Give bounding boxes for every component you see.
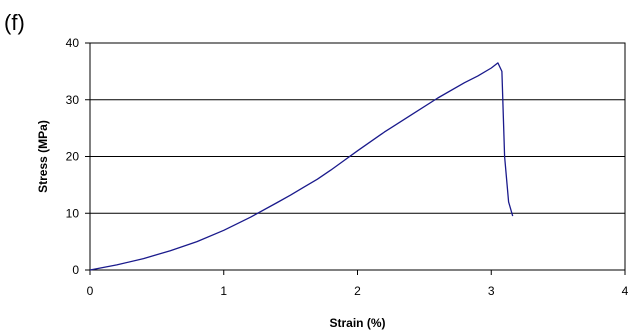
y-tick-label: 10 [66,206,80,220]
y-tick-labels: 0 10 20 30 40 [66,36,80,277]
y-tick-label: 40 [66,36,80,50]
x-tick-label: 3 [488,284,495,298]
x-tick-label: 0 [87,284,94,298]
x-axis-title: Strain (%) [329,316,385,330]
x-tick-label: 2 [354,284,361,298]
y-tick-label: 30 [66,93,80,107]
gridlines [90,99,625,214]
y-axis-title: Stress (MPa) [36,120,50,193]
y-tick-label: 20 [66,150,80,164]
panel-label: (f) [4,10,25,35]
axes [85,42,626,275]
stress-strain-curve-0 [89,62,514,271]
x-tick-labels: 0 1 2 3 4 [87,284,629,298]
x-tick-label: 1 [220,284,227,298]
series-layer [89,62,514,271]
y-tick-label: 0 [72,263,79,277]
x-tick-label: 4 [622,284,629,298]
